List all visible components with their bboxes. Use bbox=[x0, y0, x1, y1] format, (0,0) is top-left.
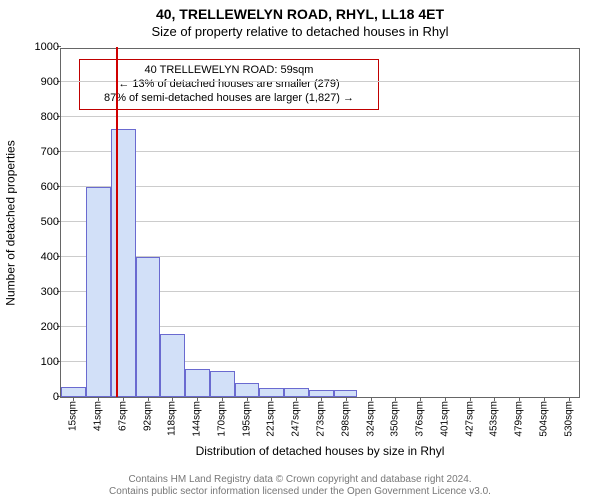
xtick-label: 401sqm bbox=[439, 401, 450, 437]
xtick-label: 247sqm bbox=[291, 401, 302, 437]
xtick-label: 350sqm bbox=[390, 401, 401, 437]
xtick-label: 195sqm bbox=[241, 401, 252, 437]
xtick-label: 15sqm bbox=[68, 401, 79, 431]
x-axis-label: Distribution of detached houses by size … bbox=[60, 444, 580, 458]
grid-line bbox=[61, 116, 579, 117]
histogram-bar bbox=[284, 388, 309, 397]
histogram-bar bbox=[160, 334, 185, 397]
histogram-plot-area: 40 TRELLEWELYN ROAD: 59sqm ← 13% of deta… bbox=[60, 48, 580, 398]
y-axis-label: Number of detached properties bbox=[4, 48, 18, 398]
ytick-label: 800 bbox=[23, 111, 59, 123]
footer-attribution: Contains HM Land Registry data © Crown c… bbox=[0, 474, 600, 498]
xtick-label: 67sqm bbox=[118, 401, 129, 431]
chart-title-address: 40, TRELLEWELYN ROAD, RHYL, LL18 4ET bbox=[0, 6, 600, 22]
ytick-label: 700 bbox=[23, 146, 59, 158]
annotation-line1: 40 TRELLEWELYN ROAD: 59sqm bbox=[88, 64, 370, 78]
grid-line bbox=[61, 151, 579, 152]
histogram-bar bbox=[136, 257, 160, 397]
property-marker-line bbox=[116, 47, 118, 397]
ytick-label: 400 bbox=[23, 251, 59, 263]
histogram-bar bbox=[210, 371, 235, 397]
xtick-label: 273sqm bbox=[316, 401, 327, 437]
ytick-label: 100 bbox=[23, 356, 59, 368]
grid-line bbox=[61, 81, 579, 82]
histogram-bar bbox=[235, 383, 259, 397]
ytick-label: 200 bbox=[23, 321, 59, 333]
annotation-box: 40 TRELLEWELYN ROAD: 59sqm ← 13% of deta… bbox=[79, 59, 379, 110]
ytick-label: 1000 bbox=[23, 41, 59, 53]
grid-line bbox=[61, 186, 579, 187]
xtick-label: 530sqm bbox=[563, 401, 574, 437]
ytick-label: 600 bbox=[23, 181, 59, 193]
histogram-bar bbox=[259, 388, 284, 397]
ytick-label: 300 bbox=[23, 286, 59, 298]
histogram-bar bbox=[86, 187, 111, 397]
ytick-label: 500 bbox=[23, 216, 59, 228]
chart-title-subtitle: Size of property relative to detached ho… bbox=[0, 24, 600, 39]
ytick-label: 0 bbox=[23, 391, 59, 403]
xtick-label: 41sqm bbox=[93, 401, 104, 431]
histogram-bar bbox=[61, 387, 86, 398]
xtick-label: 504sqm bbox=[538, 401, 549, 437]
xtick-label: 298sqm bbox=[340, 401, 351, 437]
xtick-label: 170sqm bbox=[217, 401, 228, 437]
footer-line1: Contains HM Land Registry data © Crown c… bbox=[0, 474, 600, 486]
histogram-bar bbox=[309, 390, 334, 397]
histogram-bar bbox=[185, 369, 210, 397]
footer-line2: Contains public sector information licen… bbox=[0, 486, 600, 498]
xtick-label: 144sqm bbox=[192, 401, 203, 437]
histogram-bar bbox=[111, 129, 136, 397]
annotation-line2: ← 13% of detached houses are smaller (27… bbox=[88, 78, 370, 92]
xtick-label: 453sqm bbox=[489, 401, 500, 437]
ytick-label: 900 bbox=[23, 76, 59, 88]
xtick-label: 92sqm bbox=[142, 401, 153, 431]
grid-line bbox=[61, 221, 579, 222]
histogram-bar bbox=[334, 390, 357, 397]
xtick-label: 427sqm bbox=[464, 401, 475, 437]
annotation-line3: 87% of semi-detached houses are larger (… bbox=[88, 92, 370, 106]
xtick-label: 324sqm bbox=[365, 401, 376, 437]
xtick-label: 376sqm bbox=[415, 401, 426, 437]
xtick-label: 221sqm bbox=[266, 401, 277, 437]
xtick-label: 479sqm bbox=[514, 401, 525, 437]
xtick-label: 118sqm bbox=[167, 401, 178, 436]
